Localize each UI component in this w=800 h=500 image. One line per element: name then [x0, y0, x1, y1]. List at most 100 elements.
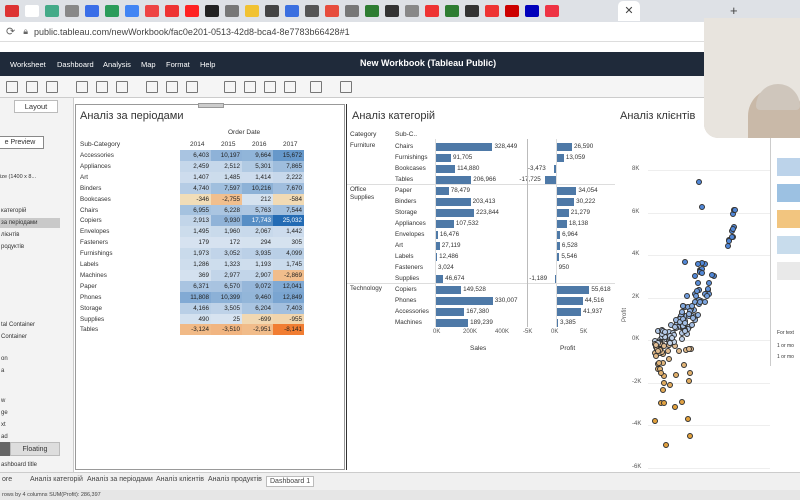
customer-point[interactable] [697, 298, 704, 305]
duplicate-icon[interactable] [96, 81, 108, 93]
profit-bar[interactable] [556, 142, 572, 151]
customer-point[interactable] [686, 377, 693, 384]
customer-point[interactable] [686, 346, 693, 353]
customer-point[interactable] [672, 323, 679, 330]
customer-point[interactable] [672, 403, 679, 410]
heatmap-cell[interactable]: 6,204 [242, 302, 273, 314]
labels-icon[interactable] [244, 81, 256, 93]
browser-tab-favicon[interactable] [345, 5, 359, 17]
menu-map[interactable]: Map [141, 60, 156, 69]
heatmap-cell[interactable]: 1,745 [273, 259, 304, 270]
browser-tab-favicon[interactable] [165, 5, 179, 17]
subcategory-label[interactable]: Tables [395, 176, 414, 183]
sheet-tab[interactable]: Аналіз клієнтів [156, 476, 204, 483]
profit-bar[interactable] [556, 208, 569, 217]
lock-icon[interactable]: 🔒︎ [23, 26, 29, 36]
device-preview-button[interactable]: e Preview [0, 136, 44, 149]
customer-point[interactable] [666, 355, 673, 362]
customer-point[interactable] [660, 386, 667, 393]
heatmap-cell[interactable]: 4,740 [180, 182, 211, 194]
heatmap-cell[interactable]: 2,459 [180, 160, 211, 172]
heatmap-cell[interactable]: 1,323 [211, 259, 242, 270]
customer-point[interactable] [695, 280, 702, 287]
heatmap-cell[interactable]: 12,041 [273, 280, 304, 292]
subcategory-label[interactable]: Storage [395, 209, 418, 216]
customer-point[interactable] [675, 347, 682, 354]
profit-bar[interactable] [556, 285, 590, 294]
customer-point[interactable] [660, 379, 667, 386]
customer-point[interactable] [660, 342, 667, 349]
heatmap-cell[interactable]: 11,808 [180, 291, 211, 303]
object-item[interactable]: on [1, 356, 8, 362]
sales-bar[interactable] [435, 285, 462, 294]
browser-tab-favicon[interactable] [525, 5, 539, 17]
browser-tab-favicon[interactable] [105, 5, 119, 17]
customer-point[interactable] [662, 329, 669, 336]
heatmap-cell[interactable]: 9,460 [242, 291, 273, 303]
customer-point[interactable] [665, 348, 672, 355]
customer-point[interactable] [703, 293, 710, 300]
show-me-icon[interactable] [310, 81, 322, 93]
subcategory-label[interactable]: Supplies [395, 275, 420, 282]
chart-thumb[interactable] [777, 158, 800, 176]
subcategory-label[interactable]: Phones [395, 297, 417, 304]
heatmap-cell[interactable]: 7,544 [273, 204, 304, 216]
heatmap-cell[interactable]: 305 [273, 237, 304, 249]
heatmap-cell[interactable]: 5,301 [242, 160, 273, 172]
customer-point[interactable] [679, 336, 686, 343]
subcategory-label[interactable]: Bookcases [395, 165, 426, 172]
customer-point[interactable] [706, 280, 712, 287]
subcategory-label[interactable]: Envelopes [395, 231, 425, 238]
browser-tab-favicon[interactable] [265, 5, 279, 17]
profit-bar[interactable] [555, 274, 557, 283]
heatmap-cell[interactable]: 6,570 [211, 280, 242, 292]
profit-bar[interactable] [553, 164, 556, 173]
browser-tab-favicon[interactable] [485, 5, 499, 17]
profit-bar[interactable] [556, 197, 575, 206]
sales-bar[interactable] [435, 241, 440, 250]
browser-tab-favicon[interactable] [425, 5, 439, 17]
browser-tab-favicon[interactable] [365, 5, 379, 17]
customer-point[interactable] [658, 369, 665, 376]
subcategory-label[interactable]: Furnishings [395, 154, 428, 161]
new-tab-button[interactable]: + [730, 3, 738, 18]
browser-tab-favicon[interactable] [65, 5, 79, 17]
subcategory-label[interactable]: Copiers [395, 286, 417, 293]
heatmap-cell[interactable]: -8,141 [273, 324, 304, 336]
customer-point[interactable] [669, 335, 676, 342]
heatmap-cell[interactable]: -584 [273, 193, 304, 205]
profit-bar[interactable] [556, 230, 561, 239]
sheet-item[interactable]: родуктів [1, 244, 25, 250]
customer-point[interactable] [686, 370, 693, 377]
fit-icon[interactable] [284, 81, 296, 93]
heatmap-cell[interactable]: 3,505 [211, 302, 242, 314]
new-sheet-icon[interactable] [76, 81, 88, 93]
object-item[interactable]: a [1, 368, 5, 374]
customer-point[interactable] [660, 399, 667, 406]
browser-tab-favicon[interactable] [185, 5, 199, 17]
heatmap-cell[interactable]: 1,414 [242, 171, 273, 183]
subcategory-label[interactable]: Machines [395, 319, 422, 326]
heatmap-cell[interactable]: 4,166 [180, 302, 211, 314]
menu-worksheet[interactable]: Worksheet [10, 60, 46, 69]
sheet-tab-active[interactable]: Dashboard 1 [266, 476, 315, 487]
sales-bar[interactable] [435, 219, 454, 228]
sheet-item[interactable]: за періодами [0, 218, 60, 228]
heatmap-cell[interactable]: -2,869 [273, 269, 304, 281]
browser-tab-favicon[interactable] [405, 5, 419, 17]
customer-point[interactable] [695, 311, 702, 318]
url-input[interactable]: public.tableau.com/newWorkbook/fac0e201-… [34, 26, 350, 37]
sales-bar[interactable] [435, 296, 493, 305]
heatmap-cell[interactable]: 6,371 [180, 280, 211, 292]
heatmap-cell[interactable]: 10,197 [211, 150, 242, 161]
heatmap-cell[interactable]: 4,099 [273, 248, 304, 260]
menu-format[interactable]: Format [166, 60, 190, 69]
profit-bar[interactable] [556, 318, 559, 327]
browser-tab-favicon[interactable] [305, 5, 319, 17]
customer-point[interactable] [692, 273, 699, 280]
profit-bar[interactable] [556, 186, 577, 195]
menu-analysis[interactable]: Analysis [103, 60, 131, 69]
profit-bar[interactable] [556, 252, 560, 261]
subcategory-label[interactable]: Art [395, 242, 404, 249]
object-item[interactable]: xt [1, 422, 6, 428]
